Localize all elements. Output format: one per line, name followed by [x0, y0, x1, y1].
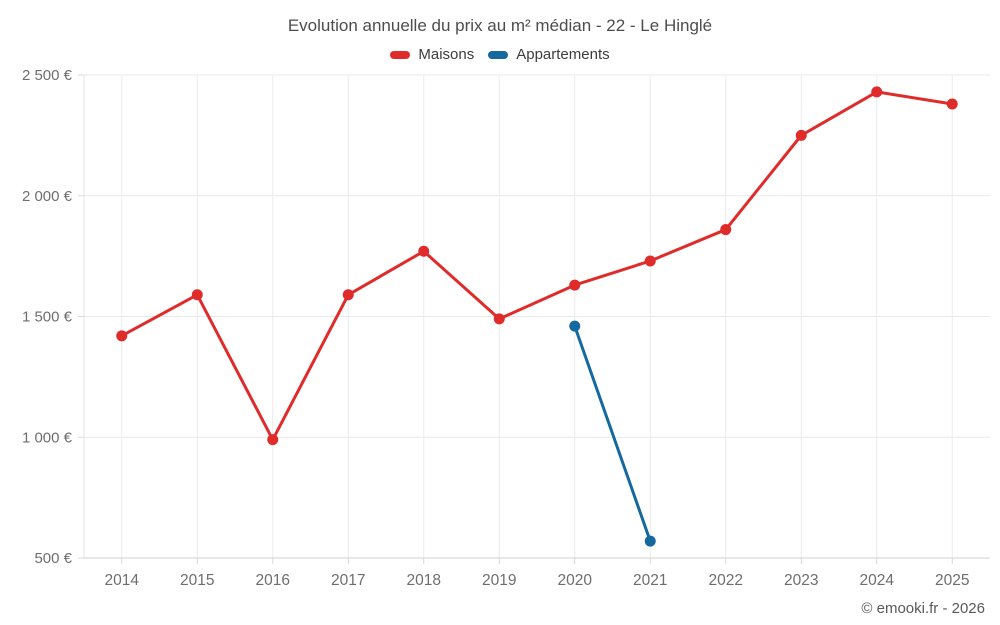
appartements-point-2020[interactable] — [569, 320, 581, 332]
maisons-point-2016[interactable] — [267, 434, 279, 446]
x-axis-label: 2017 — [331, 572, 365, 589]
legend-label-maisons: Maisons — [418, 46, 475, 63]
maisons-point-2022[interactable] — [720, 224, 732, 236]
appartements-swatch-icon — [488, 50, 509, 59]
maisons-point-2023[interactable] — [795, 129, 807, 141]
legend-item-maisons[interactable]: Maisons — [390, 46, 474, 63]
maisons-point-2018[interactable] — [418, 245, 430, 257]
maisons-line — [120, 90, 954, 442]
x-axis-label: 2018 — [407, 572, 441, 589]
x-axis-label: 2022 — [709, 572, 743, 589]
legend: Maisons Appartements — [0, 46, 1000, 63]
maisons-point-2025[interactable] — [946, 98, 958, 110]
maisons-point-2015[interactable] — [191, 289, 203, 301]
appartements-point-2021[interactable] — [644, 535, 656, 547]
maisons-point-2017[interactable] — [342, 289, 354, 301]
y-axis-label: 2 500 € — [22, 67, 73, 84]
y-axis-label: 2 000 € — [22, 188, 73, 205]
x-axis-label: 2025 — [935, 572, 969, 589]
y-axis-label: 1 000 € — [22, 429, 73, 446]
y-axis-label: 500 € — [34, 550, 72, 567]
legend-label-appartements: Appartements — [516, 46, 610, 63]
x-axis-label: 2020 — [558, 572, 593, 589]
chart-title: Evolution annuelle du prix au m² médian … — [287, 16, 713, 35]
x-axis-label: 2023 — [784, 572, 818, 589]
x-axis-label: 2019 — [482, 572, 516, 589]
footer-credit: © emooki.fr - 2026 — [861, 600, 985, 617]
x-axis-label: 2016 — [256, 572, 290, 589]
x-axis-label: 2024 — [860, 572, 895, 589]
maisons-point-2024[interactable] — [871, 86, 883, 98]
y-axis-label: 1 500 € — [22, 309, 73, 326]
x-axis-label: 2014 — [105, 572, 140, 589]
maisons-point-2020[interactable] — [569, 279, 581, 291]
x-axis-label: 2015 — [180, 572, 214, 589]
maisons-point-2019[interactable] — [493, 313, 505, 325]
legend-item-appartements[interactable]: Appartements — [488, 46, 610, 63]
maisons-point-2014[interactable] — [116, 330, 128, 342]
x-axis-label: 2021 — [633, 572, 667, 589]
maisons-point-2021[interactable] — [644, 255, 656, 267]
maisons-swatch-icon — [390, 50, 411, 59]
appartements-line — [573, 324, 652, 543]
